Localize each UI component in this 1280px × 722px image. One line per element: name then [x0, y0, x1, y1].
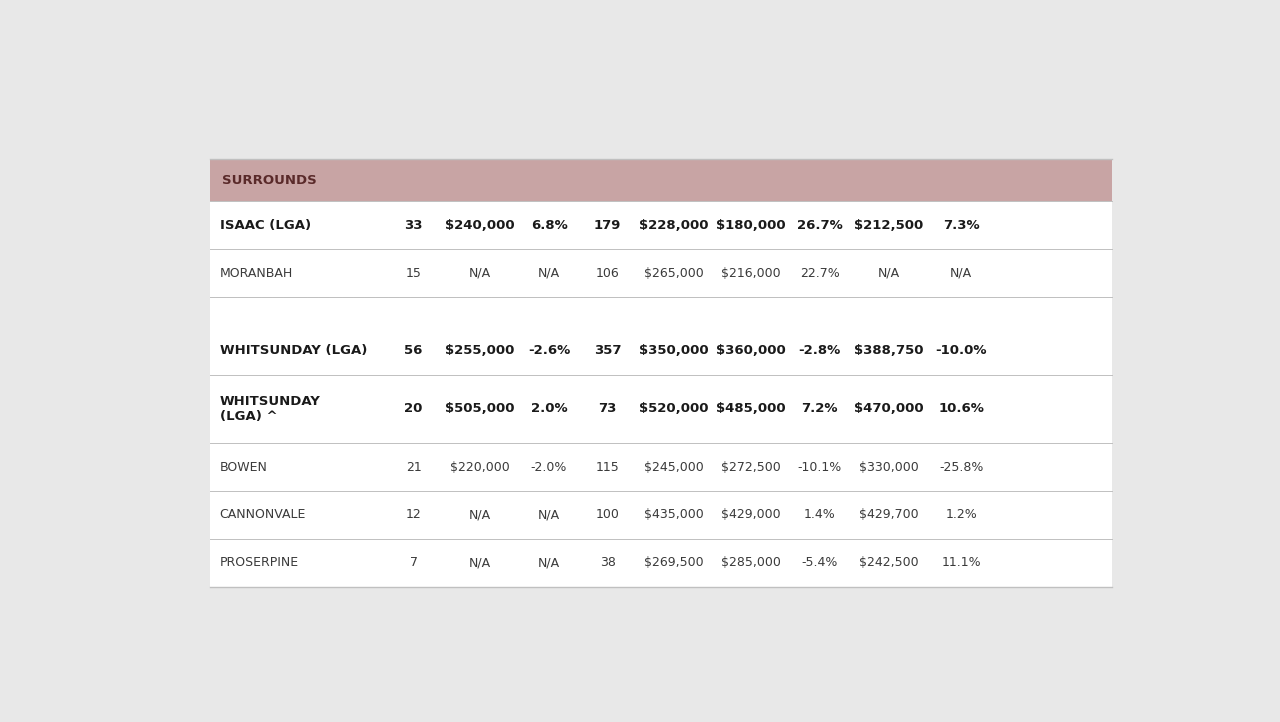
Text: $470,000: $470,000 [854, 402, 924, 415]
Text: $228,000: $228,000 [639, 219, 709, 232]
Text: 38: 38 [600, 557, 616, 570]
Text: $269,500: $269,500 [644, 557, 704, 570]
Text: 179: 179 [594, 219, 621, 232]
Text: 33: 33 [404, 219, 422, 232]
Text: $180,000: $180,000 [716, 219, 786, 232]
Bar [210, 159, 1112, 201]
Text: N/A: N/A [538, 557, 561, 570]
Text: $272,500: $272,500 [721, 461, 781, 474]
Text: N/A: N/A [538, 508, 561, 521]
Text: N/A: N/A [468, 557, 492, 570]
Text: -10.0%: -10.0% [936, 344, 987, 357]
Text: -2.8%: -2.8% [799, 344, 841, 357]
Text: $265,000: $265,000 [644, 267, 704, 280]
Text: -2.0%: -2.0% [531, 461, 567, 474]
Text: 7.2%: 7.2% [801, 402, 838, 415]
Text: 22.7%: 22.7% [800, 267, 840, 280]
Text: PROSERPINE: PROSERPINE [220, 557, 298, 570]
Text: N/A: N/A [468, 508, 492, 521]
Text: 10.6%: 10.6% [938, 402, 984, 415]
Text: 11.1%: 11.1% [941, 557, 980, 570]
Text: 26.7%: 26.7% [797, 219, 842, 232]
Text: $216,000: $216,000 [721, 267, 781, 280]
Text: -10.1%: -10.1% [797, 461, 842, 474]
Text: $429,700: $429,700 [859, 508, 919, 521]
Text: N/A: N/A [950, 267, 973, 280]
Text: $350,000: $350,000 [639, 344, 709, 357]
Text: 357: 357 [594, 344, 622, 357]
Text: WHITSUNDAY
(LGA) ^: WHITSUNDAY (LGA) ^ [220, 395, 320, 423]
Text: $245,000: $245,000 [644, 461, 704, 474]
Text: $255,000: $255,000 [445, 344, 515, 357]
Text: 115: 115 [595, 461, 620, 474]
Text: MORANBAH: MORANBAH [220, 267, 293, 280]
Text: $242,500: $242,500 [859, 557, 919, 570]
Text: $485,000: $485,000 [716, 402, 786, 415]
Text: BOWEN: BOWEN [220, 461, 268, 474]
Text: 7: 7 [410, 557, 417, 570]
Text: WHITSUNDAY (LGA): WHITSUNDAY (LGA) [220, 344, 367, 357]
Text: 15: 15 [406, 267, 421, 280]
Text: $505,000: $505,000 [445, 402, 515, 415]
Text: 21: 21 [406, 461, 421, 474]
Text: 12: 12 [406, 508, 421, 521]
Text: SURROUNDS: SURROUNDS [221, 174, 316, 187]
Text: $520,000: $520,000 [639, 402, 709, 415]
Text: $285,000: $285,000 [721, 557, 781, 570]
Text: N/A: N/A [878, 267, 900, 280]
Text: $429,000: $429,000 [721, 508, 781, 521]
Text: 56: 56 [404, 344, 422, 357]
Text: $435,000: $435,000 [644, 508, 704, 521]
Text: $220,000: $220,000 [451, 461, 509, 474]
Text: $212,500: $212,500 [854, 219, 924, 232]
Text: $240,000: $240,000 [445, 219, 515, 232]
Text: 73: 73 [599, 402, 617, 415]
Text: N/A: N/A [538, 267, 561, 280]
Text: -5.4%: -5.4% [801, 557, 838, 570]
Text: 20: 20 [404, 402, 422, 415]
Text: -25.8%: -25.8% [940, 461, 983, 474]
Text: N/A: N/A [468, 267, 492, 280]
Text: 1.4%: 1.4% [804, 508, 836, 521]
Text: 2.0%: 2.0% [531, 402, 567, 415]
Text: 106: 106 [595, 267, 620, 280]
Text: 7.3%: 7.3% [943, 219, 979, 232]
Text: $330,000: $330,000 [859, 461, 919, 474]
Text: 6.8%: 6.8% [531, 219, 567, 232]
Text: 1.2%: 1.2% [945, 508, 977, 521]
Text: CANNONVALE: CANNONVALE [220, 508, 306, 521]
Text: $388,750: $388,750 [854, 344, 924, 357]
Text: ISAAC (LGA): ISAAC (LGA) [220, 219, 311, 232]
Text: -2.6%: -2.6% [527, 344, 570, 357]
Text: 100: 100 [595, 508, 620, 521]
Text: $360,000: $360,000 [716, 344, 786, 357]
